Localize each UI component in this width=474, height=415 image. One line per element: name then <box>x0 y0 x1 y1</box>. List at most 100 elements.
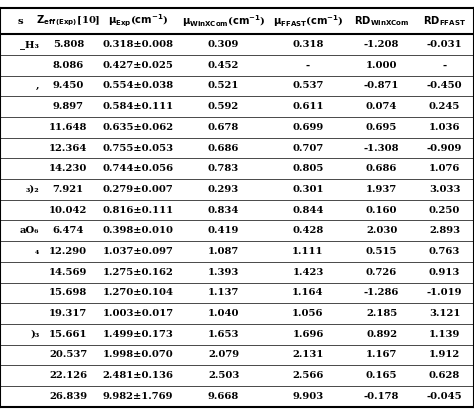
Text: 20.537: 20.537 <box>49 350 87 359</box>
Text: 0.744±0.056: 0.744±0.056 <box>102 164 173 173</box>
Text: 1.937: 1.937 <box>366 185 397 194</box>
Text: $\mathbf{\mu_{WinXCom}}$($\mathbf{cm^{-1}}$): $\mathbf{\mu_{WinXCom}}$($\mathbf{cm^{-1… <box>182 13 265 29</box>
Text: 2.079: 2.079 <box>208 350 239 359</box>
Text: 3.033: 3.033 <box>429 185 460 194</box>
Text: -0.031: -0.031 <box>427 40 462 49</box>
Text: 1.111: 1.111 <box>292 247 324 256</box>
Text: 1.003±0.017: 1.003±0.017 <box>102 309 173 318</box>
Text: 2.185: 2.185 <box>366 309 397 318</box>
Text: 1.393: 1.393 <box>208 268 239 277</box>
Text: $\mathbf{Z_{eff\,(Exp)}}$[10]: $\mathbf{Z_{eff\,(Exp)}}$[10] <box>36 14 100 29</box>
Text: 9.903: 9.903 <box>292 392 324 401</box>
Text: $\mathbf{RD_{WinXCom}}$: $\mathbf{RD_{WinXCom}}$ <box>354 15 410 28</box>
Text: 1.164: 1.164 <box>292 288 324 298</box>
Text: 0.515: 0.515 <box>366 247 397 256</box>
Text: 0.635±0.062: 0.635±0.062 <box>102 123 173 132</box>
Text: 2.893: 2.893 <box>429 226 460 235</box>
Text: 0.584±0.111: 0.584±0.111 <box>102 102 173 111</box>
Text: 9.450: 9.450 <box>53 81 84 90</box>
Text: aO₆: aO₆ <box>20 226 39 235</box>
Text: 0.592: 0.592 <box>208 102 239 111</box>
Text: 7.921: 7.921 <box>53 185 84 194</box>
Text: $\mathbf{RD_{FFAST}}$: $\mathbf{RD_{FFAST}}$ <box>423 15 466 28</box>
Text: 0.763: 0.763 <box>429 247 460 256</box>
Text: 1.499±0.173: 1.499±0.173 <box>102 330 173 339</box>
Text: 0.699: 0.699 <box>292 123 324 132</box>
Text: 0.783: 0.783 <box>208 164 239 173</box>
Text: 0.309: 0.309 <box>208 40 239 49</box>
Text: 0.250: 0.250 <box>429 205 460 215</box>
Text: 12.364: 12.364 <box>49 144 88 153</box>
Text: 1.275±0.162: 1.275±0.162 <box>102 268 173 277</box>
Text: $\mathbf{\mu_{FFAST}}$($\mathbf{cm^{-1}}$): $\mathbf{\mu_{FFAST}}$($\mathbf{cm^{-1}}… <box>273 13 343 29</box>
Text: 0.554±0.038: 0.554±0.038 <box>102 81 173 90</box>
Text: $\mathbf{\mu_{Exp}}$($\mathbf{cm^{-1}}$): $\mathbf{\mu_{Exp}}$($\mathbf{cm^{-1}}$) <box>108 13 168 29</box>
Text: 1.036: 1.036 <box>429 123 460 132</box>
Text: 0.805: 0.805 <box>292 164 324 173</box>
Text: 0.452: 0.452 <box>208 61 239 70</box>
Text: 11.648: 11.648 <box>49 123 88 132</box>
Text: 1.998±0.070: 1.998±0.070 <box>102 350 173 359</box>
Text: 10.042: 10.042 <box>49 205 88 215</box>
Text: 19.317: 19.317 <box>49 309 87 318</box>
Text: 1.653: 1.653 <box>208 330 239 339</box>
Text: 0.686: 0.686 <box>366 164 397 173</box>
Text: 9.897: 9.897 <box>53 102 84 111</box>
Text: 0.816±0.111: 0.816±0.111 <box>102 205 173 215</box>
Text: s: s <box>17 17 23 26</box>
Text: 1.139: 1.139 <box>429 330 460 339</box>
Text: 22.126: 22.126 <box>49 371 87 380</box>
Text: 1.040: 1.040 <box>208 309 239 318</box>
Text: 0.707: 0.707 <box>292 144 324 153</box>
Text: -1.308: -1.308 <box>364 144 400 153</box>
Text: 0.892: 0.892 <box>366 330 397 339</box>
Text: 5.808: 5.808 <box>53 40 84 49</box>
Text: 0.537: 0.537 <box>292 81 324 90</box>
Text: 0.834: 0.834 <box>208 205 239 215</box>
Text: 9.982±1.769: 9.982±1.769 <box>103 392 173 401</box>
Text: 0.427±0.025: 0.427±0.025 <box>102 61 173 70</box>
Text: 1.167: 1.167 <box>366 350 397 359</box>
Text: 3.121: 3.121 <box>429 309 460 318</box>
Text: 14.230: 14.230 <box>49 164 88 173</box>
Text: 15.698: 15.698 <box>49 288 87 298</box>
Text: 8.086: 8.086 <box>53 61 84 70</box>
Text: 1.076: 1.076 <box>429 164 460 173</box>
Text: 0.279±0.007: 0.279±0.007 <box>102 185 173 194</box>
Text: 0.755±0.053: 0.755±0.053 <box>102 144 173 153</box>
Text: 0.160: 0.160 <box>366 205 397 215</box>
Text: 0.628: 0.628 <box>429 371 460 380</box>
Text: 0.678: 0.678 <box>208 123 239 132</box>
Text: 1.087: 1.087 <box>208 247 239 256</box>
Text: 0.293: 0.293 <box>208 185 239 194</box>
Text: -0.045: -0.045 <box>427 392 462 401</box>
Text: 0.165: 0.165 <box>366 371 397 380</box>
Text: 14.569: 14.569 <box>49 268 88 277</box>
Text: 2.566: 2.566 <box>292 371 324 380</box>
Text: -1.019: -1.019 <box>427 288 462 298</box>
Text: 0.074: 0.074 <box>366 102 397 111</box>
Text: 0.844: 0.844 <box>292 205 324 215</box>
Text: 0.398±0.010: 0.398±0.010 <box>102 226 173 235</box>
Text: 1.270±0.104: 1.270±0.104 <box>102 288 173 298</box>
Text: 1.423: 1.423 <box>292 268 324 277</box>
Text: 0.726: 0.726 <box>366 268 397 277</box>
Text: 0.301: 0.301 <box>292 185 324 194</box>
Text: -0.178: -0.178 <box>364 392 399 401</box>
Text: -: - <box>306 61 310 70</box>
Text: -0.450: -0.450 <box>427 81 462 90</box>
Text: 1.912: 1.912 <box>429 350 460 359</box>
Text: ,: , <box>36 81 39 90</box>
Text: 9.668: 9.668 <box>208 392 239 401</box>
Text: 0.318: 0.318 <box>292 40 324 49</box>
Text: -1.286: -1.286 <box>364 288 399 298</box>
Text: 1.000: 1.000 <box>366 61 397 70</box>
Text: ₃)₂: ₃)₂ <box>26 185 39 194</box>
Text: 2.030: 2.030 <box>366 226 397 235</box>
Text: -1.208: -1.208 <box>364 40 399 49</box>
Text: -0.909: -0.909 <box>427 144 462 153</box>
Text: 0.428: 0.428 <box>292 226 324 235</box>
Text: 0.245: 0.245 <box>429 102 460 111</box>
Text: 6.474: 6.474 <box>53 226 84 235</box>
Text: 1.696: 1.696 <box>292 330 324 339</box>
